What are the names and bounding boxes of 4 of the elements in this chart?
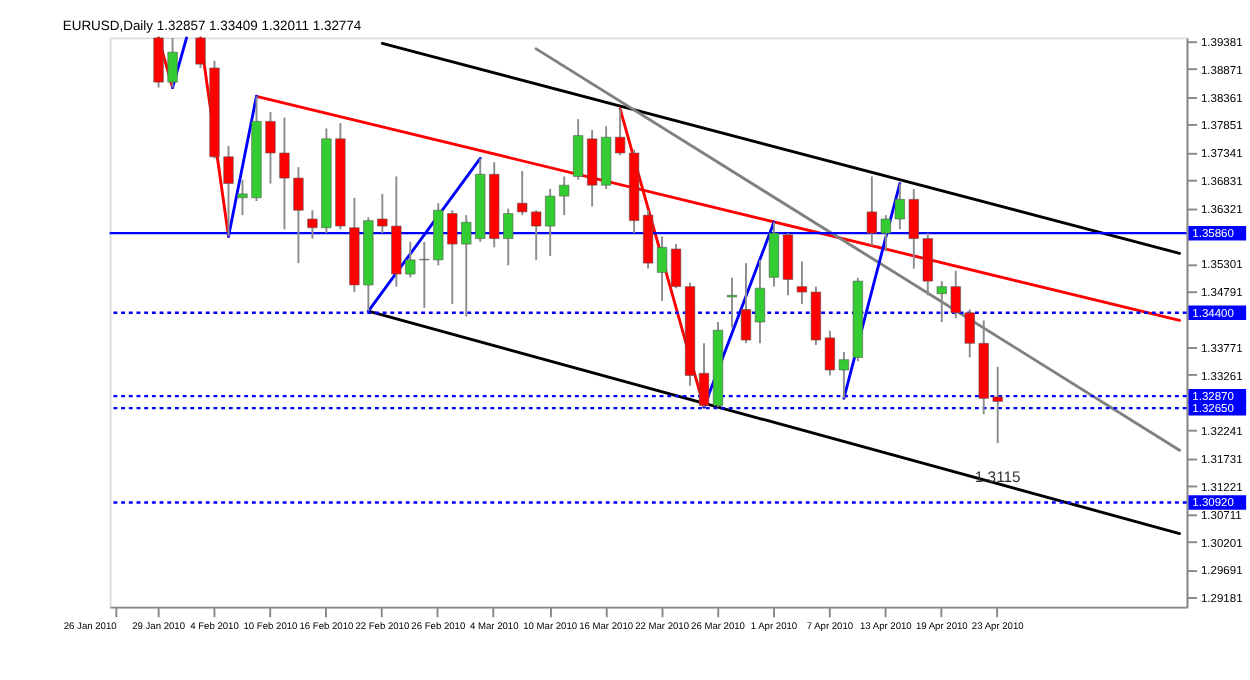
candlestick	[740, 262, 752, 345]
annotation: 1.3115	[974, 468, 1021, 487]
candlestick	[726, 276, 738, 329]
candlestick	[754, 258, 766, 345]
